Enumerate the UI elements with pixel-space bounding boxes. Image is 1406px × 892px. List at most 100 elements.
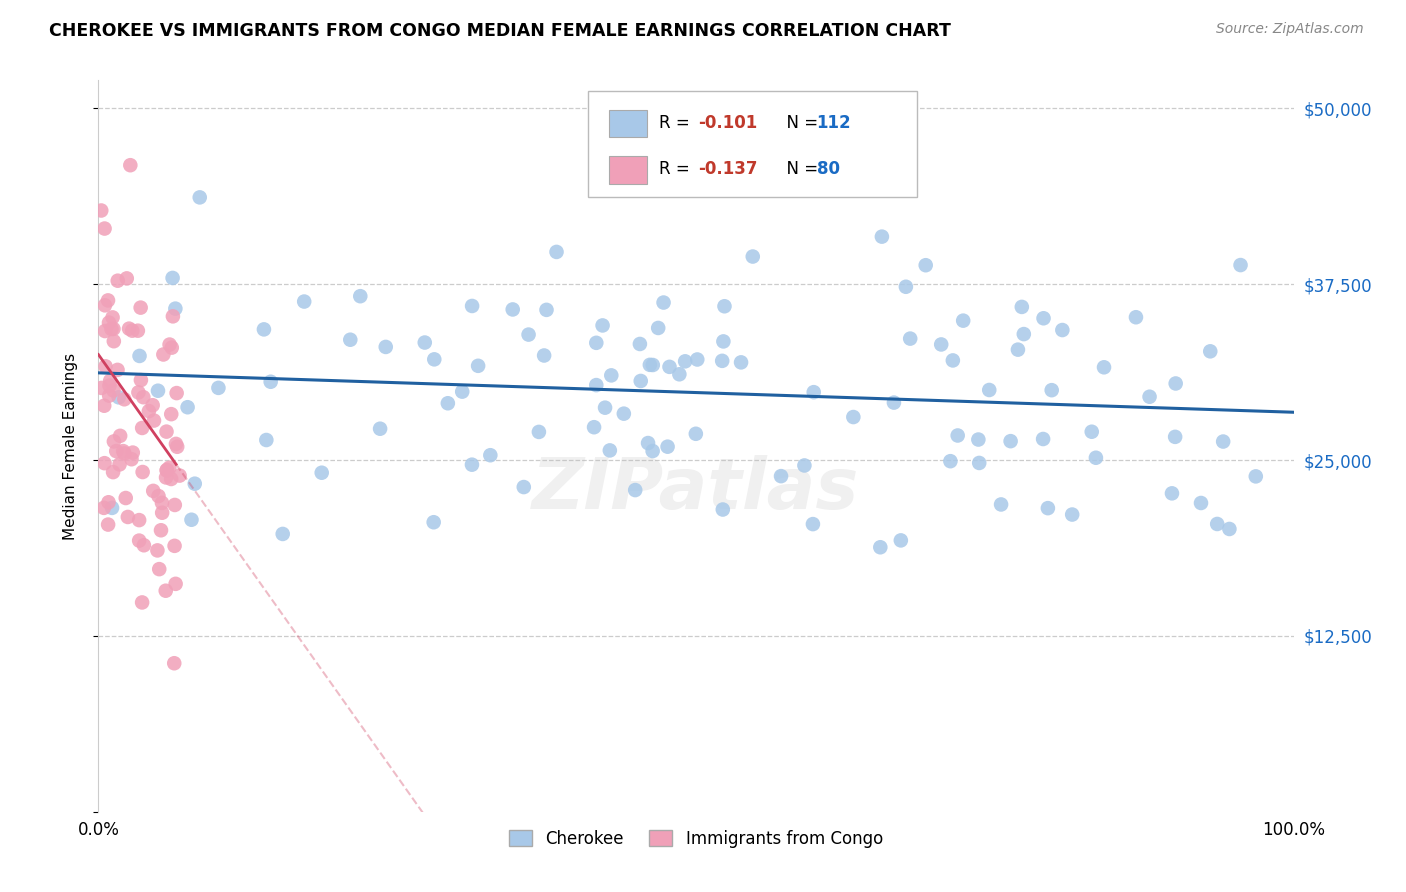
Legend: Cherokee, Immigrants from Congo: Cherokee, Immigrants from Congo: [502, 823, 890, 855]
Point: [1206, 516, 1229, 531]
Point: [652, 295, 675, 310]
Point: [98, 374, 121, 388]
Point: [630, 374, 652, 388]
Point: [1229, 258, 1251, 272]
Point: [673, 354, 696, 368]
Point: [1040, 383, 1063, 397]
Point: [155, 425, 177, 439]
Point: [112, 392, 135, 407]
Point: [103, 334, 125, 349]
Point: [101, 310, 124, 325]
Point: [1036, 501, 1059, 516]
Point: [166, 440, 188, 454]
Point: [97, 293, 120, 308]
Point: [967, 433, 990, 447]
Point: [686, 352, 709, 367]
Point: [1000, 434, 1022, 449]
Point: [803, 385, 825, 400]
Point: [101, 500, 124, 515]
Point: [467, 359, 489, 373]
Text: Source: ZipAtlas.com: Source: ZipAtlas.com: [1216, 22, 1364, 37]
Point: [94, 298, 117, 312]
Point: [1032, 311, 1054, 326]
Point: [163, 498, 186, 512]
Point: [585, 378, 607, 392]
Point: [585, 335, 607, 350]
Point: [368, 422, 391, 436]
Point: [422, 515, 444, 529]
Point: [90, 381, 112, 395]
Point: [967, 456, 990, 470]
Point: [349, 289, 371, 303]
Point: [339, 333, 361, 347]
Point: [1084, 450, 1107, 465]
Point: [730, 355, 752, 369]
Point: [107, 390, 129, 404]
Point: [311, 466, 333, 480]
Point: [93, 399, 115, 413]
Point: [127, 324, 149, 338]
Text: R =: R =: [659, 113, 695, 131]
Point: [93, 500, 115, 515]
Point: [90, 203, 112, 218]
Point: [527, 425, 550, 439]
Point: [128, 513, 150, 527]
Point: [939, 454, 962, 468]
Point: [801, 517, 824, 532]
Point: [180, 513, 202, 527]
Point: [165, 301, 187, 316]
Point: [638, 358, 661, 372]
Text: 112: 112: [817, 113, 851, 131]
Point: [946, 428, 969, 442]
Text: ZIPatlas: ZIPatlas: [533, 456, 859, 524]
Point: [160, 472, 183, 486]
Point: [107, 363, 129, 377]
Point: [165, 437, 187, 451]
Text: -0.101: -0.101: [699, 113, 758, 131]
Point: [97, 517, 120, 532]
Point: [150, 496, 173, 510]
Point: [592, 318, 614, 333]
Point: [624, 483, 647, 497]
Point: [121, 445, 143, 459]
Point: [894, 279, 917, 293]
Point: [1007, 343, 1029, 357]
Point: [105, 444, 128, 458]
Point: [108, 429, 131, 443]
Point: [461, 299, 484, 313]
Point: [253, 322, 276, 336]
Point: [869, 541, 891, 555]
Point: [929, 337, 952, 351]
Point: [1080, 425, 1102, 439]
Point: [842, 410, 865, 425]
Point: [101, 465, 124, 479]
Point: [914, 258, 936, 272]
Point: [93, 456, 115, 470]
Point: [103, 434, 125, 449]
Point: [121, 324, 143, 338]
Point: [121, 452, 143, 467]
Point: [1032, 432, 1054, 446]
Point: [546, 244, 568, 259]
Point: [129, 301, 152, 315]
Point: [100, 322, 122, 336]
Point: [142, 398, 165, 412]
Point: [1139, 390, 1161, 404]
Point: [451, 384, 474, 399]
Point: [437, 396, 460, 410]
Point: [98, 316, 121, 330]
Point: [162, 271, 184, 285]
Point: [131, 421, 153, 435]
Point: [138, 404, 160, 418]
Point: [112, 446, 135, 460]
Point: [1189, 496, 1212, 510]
Point: [502, 302, 524, 317]
Point: [1218, 522, 1240, 536]
Point: [155, 583, 177, 598]
Point: [685, 426, 707, 441]
Text: -0.137: -0.137: [699, 160, 758, 178]
Point: [143, 413, 166, 427]
Point: [628, 337, 651, 351]
Text: N =: N =: [776, 160, 824, 178]
Point: [128, 349, 150, 363]
